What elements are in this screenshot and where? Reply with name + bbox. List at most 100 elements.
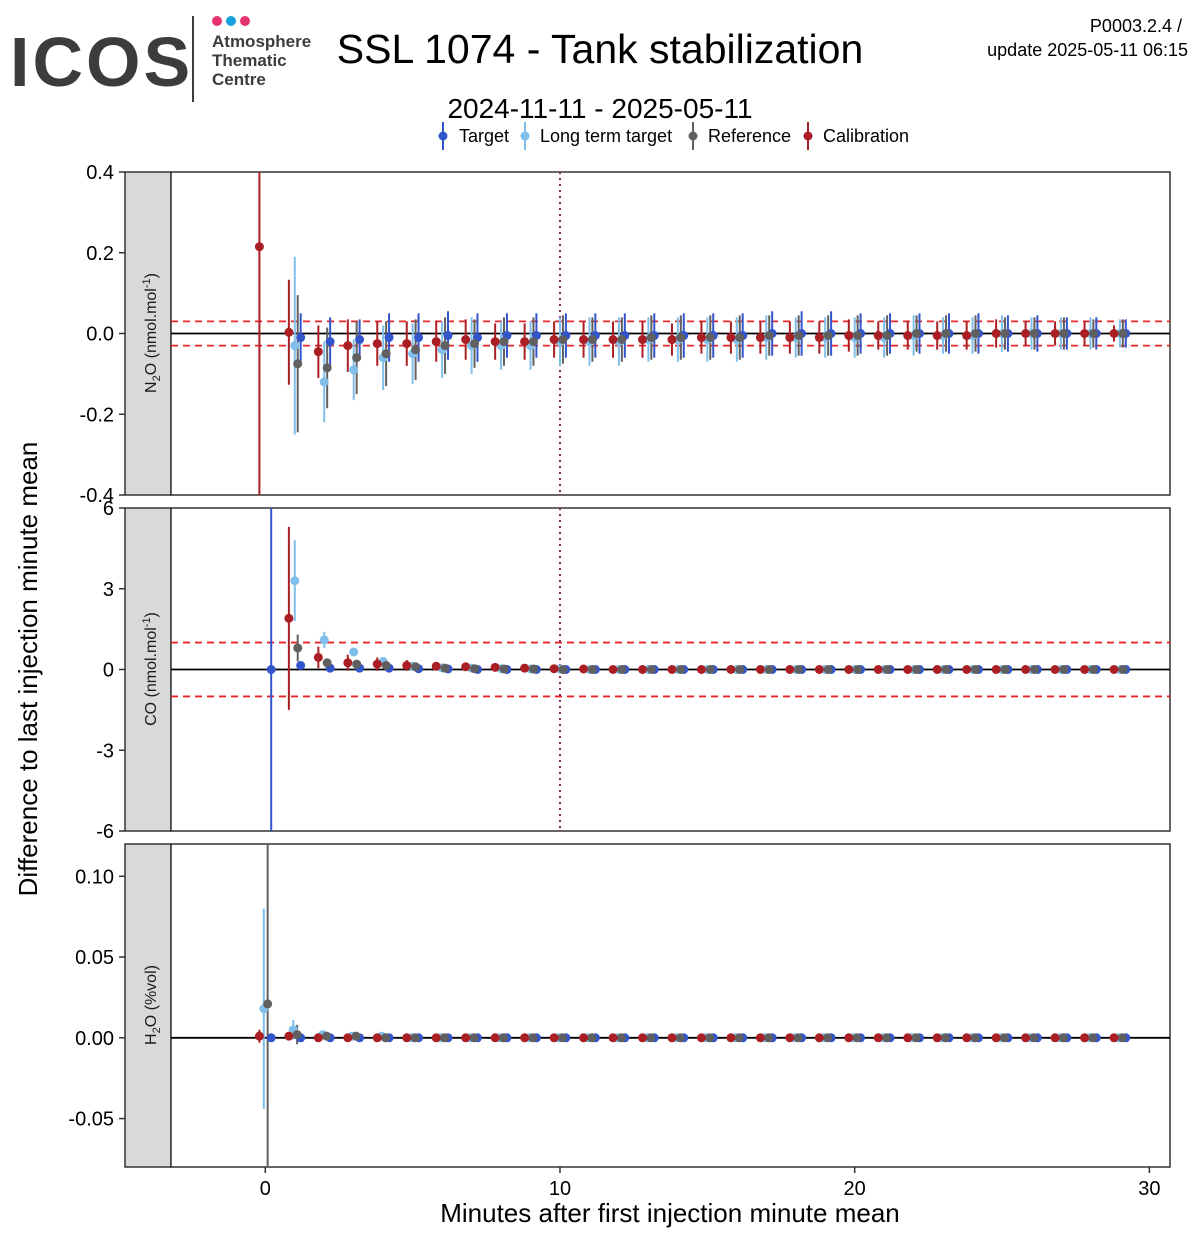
point-calibration bbox=[991, 1033, 1001, 1043]
point-calibration bbox=[608, 665, 618, 674]
y-tick-label-n2o: 0.4 bbox=[86, 162, 114, 184]
point-reference bbox=[853, 331, 863, 341]
point-reference bbox=[823, 331, 833, 341]
point-calibration bbox=[726, 333, 736, 343]
point-calibration bbox=[755, 1033, 765, 1043]
point-calibration bbox=[372, 1033, 382, 1043]
point-reference bbox=[617, 665, 627, 674]
point-reference bbox=[470, 664, 480, 674]
point-calibration bbox=[962, 665, 972, 674]
point-reference bbox=[1058, 1033, 1068, 1043]
point-calibration bbox=[638, 335, 648, 345]
y-axis-label: Difference to last injection minute mean bbox=[13, 442, 43, 897]
point-reference bbox=[1059, 665, 1069, 674]
point-calibration bbox=[490, 337, 500, 347]
point-calibration bbox=[638, 1033, 648, 1043]
point-reference bbox=[1117, 1033, 1127, 1043]
point-reference bbox=[351, 1031, 361, 1041]
point-calibration bbox=[1050, 665, 1060, 674]
legend-label-calibration: Calibration bbox=[823, 126, 909, 146]
point-reference bbox=[499, 337, 509, 347]
point-reference bbox=[499, 664, 509, 674]
point-reference bbox=[557, 1033, 567, 1043]
y-axis-co: -6 -3 0 3 6 bbox=[96, 498, 125, 843]
point-calibration bbox=[1021, 1033, 1031, 1043]
logo-dot-3 bbox=[240, 16, 250, 26]
point-reference bbox=[440, 341, 450, 351]
point-calibration bbox=[844, 665, 854, 674]
point-reference bbox=[646, 665, 656, 674]
point-reference bbox=[882, 1033, 892, 1043]
y-tick-label-n2o: 0.2 bbox=[86, 243, 114, 265]
strip-label-co: CO (nmol.mol-1) bbox=[141, 612, 160, 726]
point-long-term-target bbox=[290, 341, 300, 351]
point-calibration bbox=[284, 613, 294, 623]
y-tick-label-co: 6 bbox=[103, 498, 114, 520]
y-tick-label-co: 3 bbox=[103, 579, 114, 601]
point-reference bbox=[853, 665, 863, 674]
point-reference bbox=[912, 665, 922, 674]
y-axis-h2o: -0.05 0.00 0.05 0.10 bbox=[68, 866, 125, 1131]
point-reference bbox=[587, 1033, 597, 1043]
point-long-term-target bbox=[319, 377, 329, 387]
point-calibration bbox=[402, 660, 412, 670]
point-calibration bbox=[814, 333, 824, 343]
point-reference bbox=[616, 1033, 626, 1043]
point-calibration bbox=[254, 242, 264, 252]
point-reference bbox=[705, 1033, 715, 1043]
point-reference bbox=[793, 1033, 803, 1043]
point-reference bbox=[1059, 329, 1069, 338]
panel-h2o: H2O (%vol) -0.05 0.00 0.05 0.10 bbox=[68, 843, 1171, 1168]
point-calibration bbox=[932, 1033, 942, 1043]
point-reference bbox=[1118, 665, 1128, 674]
x-tick-label: 0 bbox=[260, 1178, 271, 1200]
point-reference bbox=[823, 1033, 833, 1043]
point-calibration bbox=[461, 335, 471, 345]
point-reference bbox=[941, 665, 951, 674]
point-reference bbox=[971, 329, 981, 338]
point-reference bbox=[882, 331, 892, 341]
point-calibration bbox=[873, 1033, 883, 1043]
point-calibration bbox=[461, 662, 471, 672]
point-calibration bbox=[667, 665, 677, 674]
y-tick-label-n2o: -0.2 bbox=[80, 404, 114, 426]
y-tick-label-h2o: 0.00 bbox=[75, 1028, 114, 1050]
point-calibration bbox=[667, 1033, 677, 1043]
point-calibration bbox=[579, 664, 589, 674]
point-reference bbox=[411, 662, 421, 672]
point-calibration bbox=[549, 664, 559, 674]
point-target bbox=[443, 331, 453, 341]
logo-sub-3: Centre bbox=[212, 70, 266, 89]
point-calibration bbox=[313, 347, 323, 357]
point-reference bbox=[439, 1033, 449, 1043]
logo-sub-2: Thematic bbox=[212, 51, 287, 70]
legend-dot-reference bbox=[688, 131, 698, 141]
point-calibration bbox=[696, 333, 706, 343]
point-reference bbox=[528, 1033, 538, 1043]
point-calibration bbox=[785, 333, 795, 343]
point-calibration bbox=[755, 665, 765, 674]
plot-marks-h2o bbox=[171, 844, 1170, 1167]
point-calibration bbox=[726, 1033, 736, 1043]
legend-label-target: Target bbox=[459, 126, 509, 146]
legend-dot-calibration bbox=[803, 131, 813, 141]
panel-co: CO (nmol.mol-1) -6 -3 0 3 6 bbox=[96, 498, 1171, 843]
x-axis-label: Minutes after first injection minute mea… bbox=[440, 1198, 900, 1228]
point-calibration bbox=[844, 331, 854, 341]
version-label: P0003.2.4 / bbox=[1090, 16, 1182, 36]
point-reference bbox=[381, 1033, 391, 1043]
point-target bbox=[296, 333, 306, 343]
point-reference bbox=[912, 329, 922, 338]
point-reference bbox=[852, 1033, 862, 1043]
point-reference bbox=[735, 333, 745, 343]
point-reference bbox=[1088, 329, 1098, 338]
x-axis: 0 10 20 30 bbox=[260, 1167, 1160, 1200]
point-calibration bbox=[402, 1033, 412, 1043]
point-calibration bbox=[1021, 329, 1031, 338]
point-calibration bbox=[932, 331, 942, 341]
point-reference bbox=[292, 1030, 302, 1040]
point-reference bbox=[882, 665, 892, 674]
point-calibration bbox=[903, 665, 913, 674]
chart-title: SSL 1074 - Tank stabilization bbox=[337, 26, 864, 72]
point-target bbox=[266, 1033, 276, 1043]
